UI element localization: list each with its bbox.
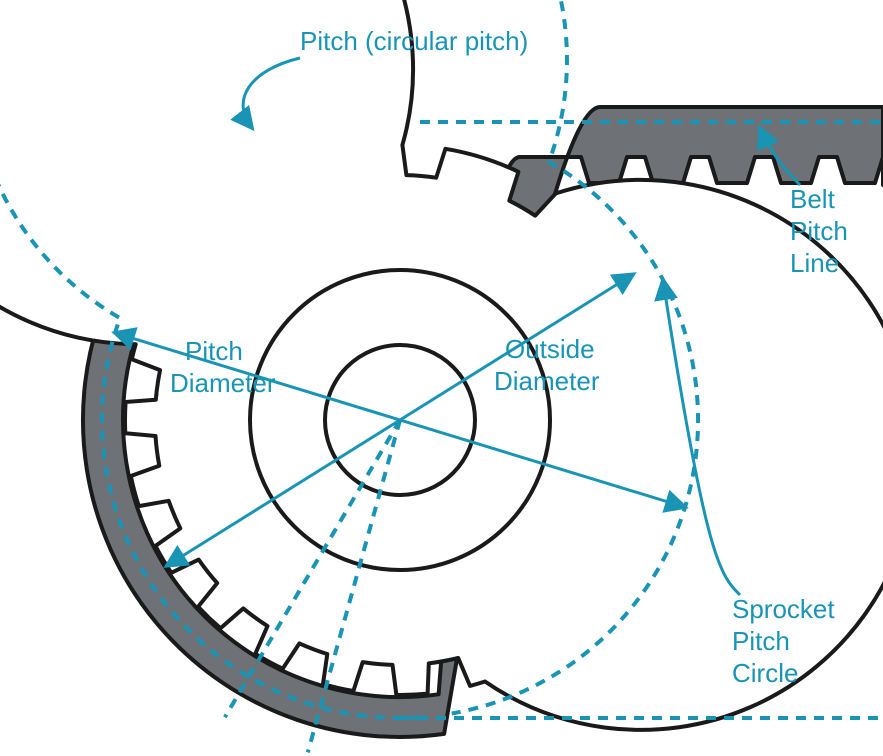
sprocket-diagram: Pitch (circular pitch) Pitch Diameter Ou… [0,0,883,756]
pitch-label: Pitch (circular pitch) [300,26,528,56]
belt-pitch-line-label: Belt Pitch Line [790,184,855,278]
